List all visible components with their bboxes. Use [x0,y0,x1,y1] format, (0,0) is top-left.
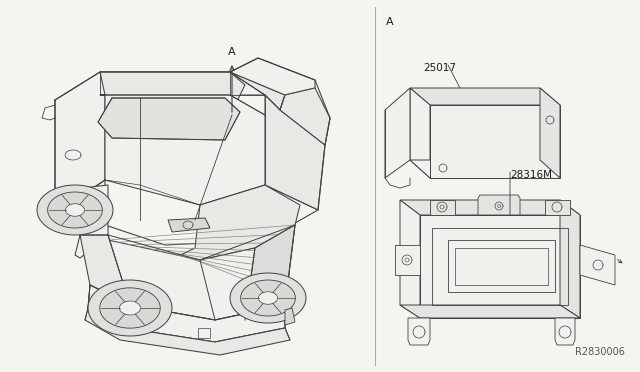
Polygon shape [88,280,172,336]
Polygon shape [430,105,560,178]
Polygon shape [555,318,575,345]
Polygon shape [410,88,560,105]
Text: A: A [386,17,394,27]
Polygon shape [80,235,130,305]
Polygon shape [400,200,580,215]
Polygon shape [100,288,160,328]
Polygon shape [230,273,306,323]
Polygon shape [395,245,420,275]
Polygon shape [100,95,265,205]
Polygon shape [400,200,420,318]
Polygon shape [245,225,295,320]
Polygon shape [430,200,455,215]
Polygon shape [280,88,330,145]
Polygon shape [85,308,290,355]
Text: 28316M: 28316M [510,170,552,180]
Polygon shape [168,218,210,232]
Polygon shape [37,185,113,235]
Polygon shape [95,72,245,115]
Polygon shape [65,204,84,216]
Text: R2830006: R2830006 [575,347,625,357]
Polygon shape [90,225,295,320]
Polygon shape [385,88,410,178]
Polygon shape [540,88,560,178]
Polygon shape [230,72,285,110]
Polygon shape [265,95,325,210]
Polygon shape [560,200,580,318]
Polygon shape [285,308,295,325]
Polygon shape [47,192,102,228]
Polygon shape [408,318,430,345]
Polygon shape [400,305,580,318]
Text: 25017: 25017 [424,63,456,73]
Polygon shape [545,200,570,215]
Polygon shape [420,215,580,318]
Polygon shape [88,285,285,342]
Polygon shape [170,185,300,265]
Polygon shape [75,185,108,258]
Polygon shape [280,95,330,145]
Polygon shape [241,280,296,316]
Polygon shape [410,88,430,178]
Polygon shape [98,98,240,140]
Polygon shape [55,72,105,205]
Text: A: A [228,47,236,57]
Polygon shape [580,245,615,285]
Polygon shape [100,72,265,95]
Polygon shape [120,301,141,315]
Polygon shape [478,195,520,215]
Polygon shape [230,58,315,95]
Polygon shape [259,292,278,304]
Polygon shape [410,160,560,178]
